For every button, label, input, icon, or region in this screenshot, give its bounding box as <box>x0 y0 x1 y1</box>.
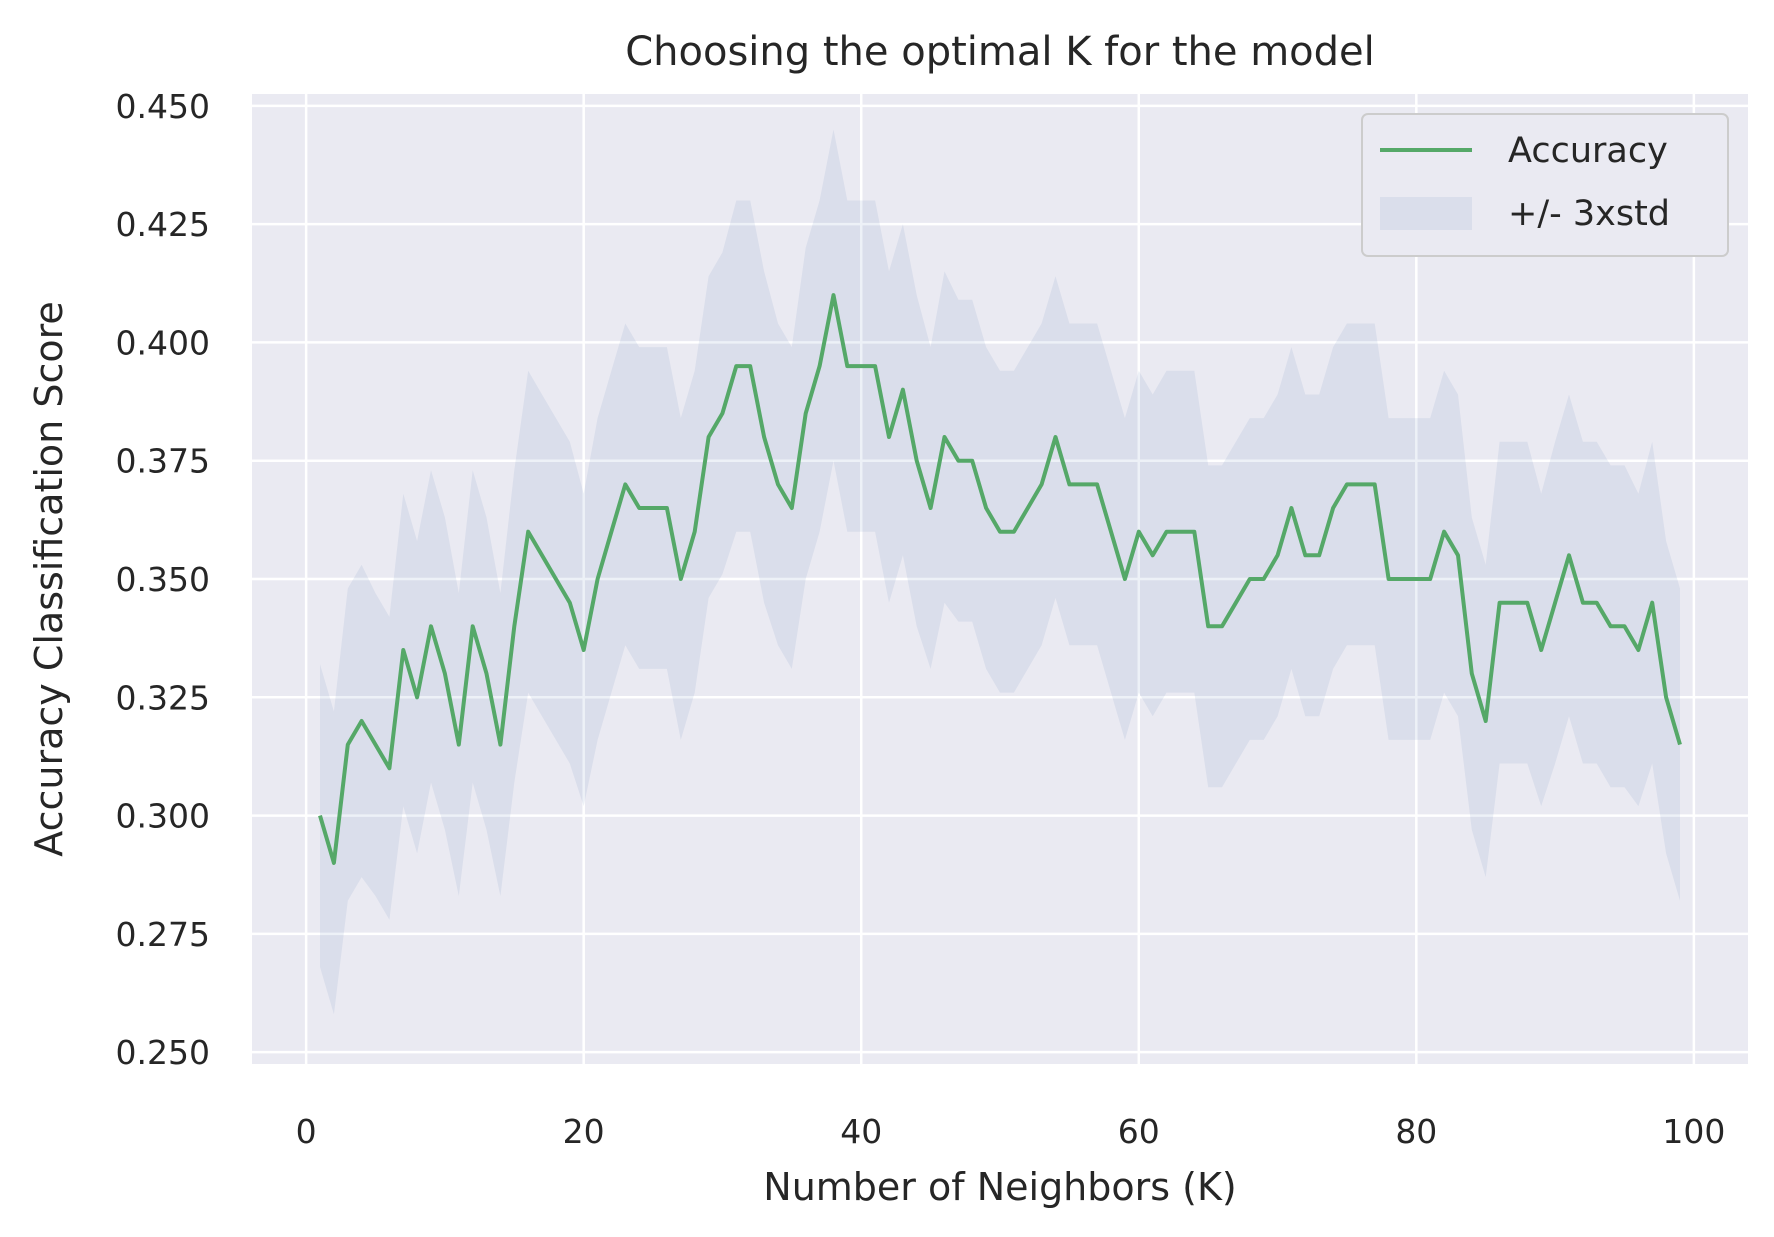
legend-band-label: +/- 3xstd <box>1508 194 1670 234</box>
grid <box>252 94 1748 1064</box>
y-tick-label: 0.325 <box>116 678 210 717</box>
legend-accuracy-label: Accuracy <box>1508 131 1668 171</box>
x-tick-label: 80 <box>1395 1112 1437 1151</box>
y-tick-label: 0.275 <box>116 915 210 954</box>
x-tick-label: 60 <box>1118 1112 1160 1151</box>
y-tick-label: 0.375 <box>116 442 210 481</box>
y-tick-label: 0.250 <box>116 1033 210 1072</box>
std-band-layer <box>320 129 1680 1015</box>
x-tick-label: 20 <box>563 1112 605 1151</box>
y-tick-label: 0.425 <box>116 205 210 244</box>
y-tick-label: 0.450 <box>116 87 210 126</box>
y-tick-label: 0.300 <box>116 797 210 836</box>
x-axis-label: Number of Neighbors (K) <box>763 1165 1236 1209</box>
legend: Accuracy +/- 3xstd <box>1361 113 1729 257</box>
chart-title: Choosing the optimal K for the model <box>625 29 1375 75</box>
y-axis-label: Accuracy Classification Score <box>27 301 71 857</box>
x-tick-labels: 0 20 40 60 80 100 <box>296 1112 1726 1151</box>
x-tick-label: 0 <box>296 1112 317 1151</box>
y-tick-label: 0.400 <box>116 323 210 362</box>
y-tick-label: 0.350 <box>116 560 210 599</box>
accuracy-line <box>318 293 1682 865</box>
accuracy-line-layer <box>318 293 1682 865</box>
y-tick-labels: 0.250 0.275 0.300 0.325 0.350 0.375 0.400 0.425… <box>116 87 210 1072</box>
x-tick-label: 40 <box>840 1112 882 1151</box>
std-band <box>320 129 1680 1015</box>
legend-band-swatch <box>1380 197 1472 230</box>
x-tick-label: 100 <box>1662 1112 1725 1151</box>
